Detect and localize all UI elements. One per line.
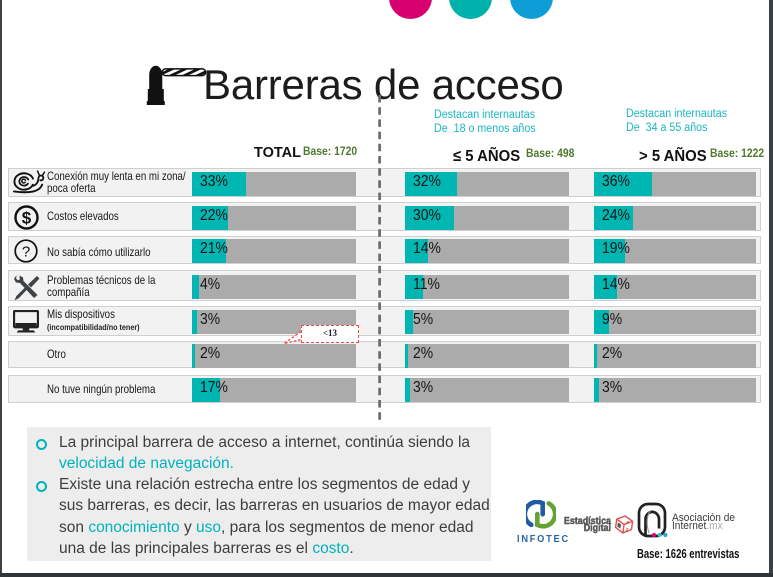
svg-text:?: ? xyxy=(22,244,30,261)
svg-text:2: 2 xyxy=(625,527,629,533)
svg-text:$: $ xyxy=(21,209,31,228)
svg-text:e: e xyxy=(626,520,630,526)
